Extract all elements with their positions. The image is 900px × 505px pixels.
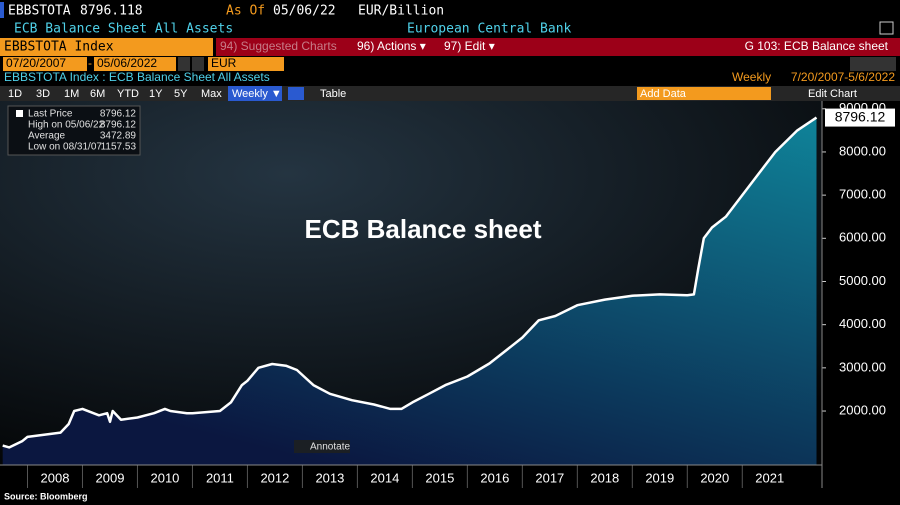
y-tick-label: 6000.00 (839, 230, 886, 245)
period-button[interactable]: 1M (64, 88, 79, 100)
x-tick-label: 2008 (41, 470, 70, 485)
x-tick-label: 2013 (315, 470, 344, 485)
units: EUR/Billion (358, 4, 444, 19)
x-tick-label: 2017 (535, 470, 564, 485)
y-tick-label: 3000.00 (839, 359, 886, 374)
area (2, 117, 817, 465)
x-tick-label: 2019 (645, 470, 674, 485)
period-button[interactable]: 5Y (174, 88, 188, 100)
y-tick-label: 5000.00 (839, 273, 886, 288)
line (2, 116, 818, 449)
footer: Source: Bloomberg (4, 491, 88, 501)
ticker: EBBSTOTA (8, 4, 71, 19)
legend-value: 3472.89 (100, 131, 137, 142)
legend-label: High on 05/06/22 (28, 120, 105, 131)
y-tick-label: 2000.00 (839, 402, 886, 417)
x-tick-label: 2018 (590, 470, 619, 485)
legend-swatch (16, 110, 23, 117)
prev-button[interactable] (178, 57, 190, 71)
frequency-button[interactable] (228, 86, 282, 101)
y-tick-label: 4000.00 (839, 316, 886, 331)
as-of-date: 05/06/22 (273, 4, 336, 19)
description: ECB Balance Sheet All Assets (14, 22, 233, 37)
edit-chart[interactable]: Edit Chart (808, 88, 857, 100)
add-data: Add Data (640, 88, 687, 100)
legend-value: 1157.53 (101, 142, 137, 153)
end-field[interactable] (94, 57, 176, 71)
x-tick-label: 2012 (260, 470, 289, 485)
currency: EUR (211, 56, 237, 70)
period-button[interactable]: YTD (117, 88, 139, 100)
axis-background (822, 101, 900, 488)
x-tick-label: 2016 (480, 470, 509, 485)
last-value-label: 8796.12 (835, 108, 886, 124)
start-date: 07/20/2007 (6, 56, 66, 70)
dash: - (88, 56, 92, 70)
frequency-label: Weekly ▼ (232, 88, 282, 100)
y-tick-label: 8000.00 (839, 143, 886, 158)
nav-buttons[interactable] (850, 57, 896, 71)
period-button[interactable]: 1Y (149, 88, 163, 100)
period: 7/20/2007-5/6/2022 (791, 70, 895, 84)
security: EBBSTOTA Index (4, 40, 114, 55)
x-tick-label: 2009 (96, 470, 125, 485)
x-tick-label: 2021 (755, 470, 784, 485)
end-date: 05/06/2022 (97, 56, 157, 70)
table-button[interactable]: Table (320, 88, 346, 100)
period-button[interactable]: 6M (90, 88, 105, 100)
last-value-box (825, 108, 895, 127)
source-name: European Central Bank (407, 22, 572, 37)
page-name: G 103: ECB Balance sheet (745, 39, 889, 53)
legend (7, 105, 141, 156)
currency-field[interactable] (208, 57, 284, 71)
x-tick-label: 2020 (700, 470, 729, 485)
add-data-field[interactable] (637, 87, 771, 100)
start-field[interactable] (3, 57, 87, 71)
x-tick-label: 2010 (150, 470, 179, 485)
legend-value: 8796.12 (100, 109, 137, 120)
period-button[interactable]: 3D (36, 88, 50, 100)
legend-label: Average (28, 131, 66, 142)
toolbar (216, 38, 900, 56)
x-tick-label: 2015 (425, 470, 454, 485)
period-button[interactable]: 1D (8, 88, 22, 100)
legend-value: 8796.12 (100, 120, 137, 131)
edit-button[interactable]: 97) Edit ▾ (444, 39, 495, 53)
security-field[interactable] (0, 38, 213, 56)
y-tick-label: 7000.00 (839, 187, 886, 202)
frequency: Weekly (732, 70, 771, 84)
x-tick-label: 2014 (370, 470, 399, 485)
popout-icon[interactable] (879, 21, 894, 35)
period-button[interactable]: Max (201, 88, 222, 100)
legend-label: Low on 08/31/07 (28, 142, 102, 153)
x-axis-background (0, 465, 822, 488)
chart-header: EBBSTOTA Index : ECB Balance Sheet All A… (4, 70, 270, 84)
as-of-label: As Of (226, 4, 265, 19)
x-tick-label: 2011 (206, 470, 234, 485)
suggested-button[interactable]: 94) Suggested Charts (220, 39, 337, 53)
legend-label: Last Price (28, 109, 73, 120)
actions-button[interactable]: 96) Actions ▾ (357, 39, 426, 53)
annotate-button[interactable] (294, 440, 350, 453)
chart-type-icon[interactable] (288, 87, 304, 100)
price: 8796.118 (80, 4, 143, 19)
annotate: Annotate (310, 442, 350, 453)
chart-annotation: ECB Balance sheet (305, 214, 542, 244)
marker (0, 2, 4, 18)
next-button[interactable] (192, 57, 204, 71)
